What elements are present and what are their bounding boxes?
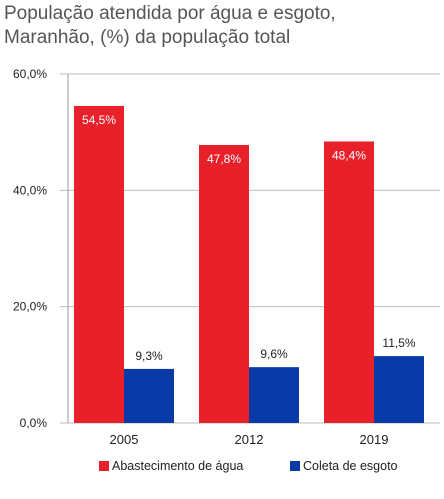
chart-title-line-2: Maranhão, (%) da população total	[4, 27, 291, 48]
bar	[74, 105, 124, 423]
chart-title: População atendida por água e esgoto, Ma…	[4, 2, 440, 50]
y-tick-label: 0,0%	[20, 416, 48, 430]
legend-label: Abastecimento de água	[112, 459, 243, 473]
data-label: 54,5%	[82, 113, 116, 127]
x-tick-label: 2005	[110, 432, 139, 447]
x-tick-label: 2019	[360, 432, 389, 447]
legend-swatch	[290, 461, 300, 471]
x-tick-label: 2012	[235, 432, 264, 447]
data-label: 9,6%	[260, 347, 288, 361]
y-tick-label: 20,0%	[13, 300, 47, 314]
y-tick-label: 60,0%	[13, 67, 47, 81]
y-tick-label: 40,0%	[13, 183, 47, 197]
data-label: 48,4%	[332, 148, 366, 162]
data-label: 9,3%	[135, 349, 163, 363]
chart-title-line-1: População atendida por água e esgoto,	[4, 3, 336, 24]
bar	[124, 368, 174, 423]
data-label: 11,5%	[382, 336, 415, 350]
legend-swatch	[99, 461, 109, 471]
legend-label: Coleta de esgoto	[303, 459, 398, 473]
bar	[199, 144, 249, 424]
bar	[374, 356, 424, 423]
bar	[249, 367, 299, 423]
data-label: 47,8%	[207, 152, 241, 166]
bar	[324, 141, 374, 423]
